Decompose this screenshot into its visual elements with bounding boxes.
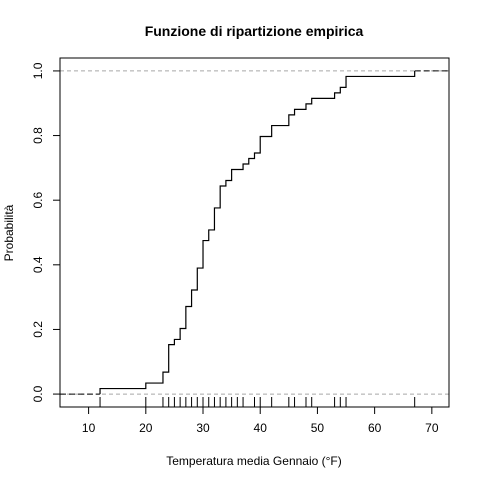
- y-tick-label: 0.2: [31, 321, 45, 338]
- x-tick-label: 20: [139, 421, 153, 435]
- y-tick-label: 0.4: [31, 256, 45, 273]
- plot-frame: [59, 57, 450, 408]
- x-axis: 10 20 30 40 50 60 70: [82, 407, 439, 435]
- x-tick-label: 30: [196, 421, 210, 435]
- x-tick-label: 50: [311, 421, 325, 435]
- y-tick-label: 0.8: [31, 127, 45, 144]
- x-axis-label: Temperatura media Gennaio (°F): [166, 454, 342, 468]
- x-tick-label: 70: [425, 421, 439, 435]
- y-tick-label: 1.0: [31, 62, 45, 79]
- x-tick-label: 10: [82, 421, 96, 435]
- y-axis-label: Probabilità: [2, 204, 16, 261]
- rug-ticks: [99, 397, 416, 407]
- reference-lines: [60, 70, 449, 395]
- y-axis: 0.0 0.2 0.4 0.6 0.8 1.0: [31, 62, 60, 402]
- x-tick-label: 40: [254, 421, 268, 435]
- ecdf-step-series: [60, 70, 449, 395]
- x-tick-label: 60: [368, 421, 382, 435]
- ecdf-step-line: [99, 70, 416, 395]
- y-tick-label: 0.6: [31, 192, 45, 209]
- chart-title: Funzione di ripartizione empirica: [145, 23, 364, 39]
- y-tick-label: 0.0: [31, 385, 45, 402]
